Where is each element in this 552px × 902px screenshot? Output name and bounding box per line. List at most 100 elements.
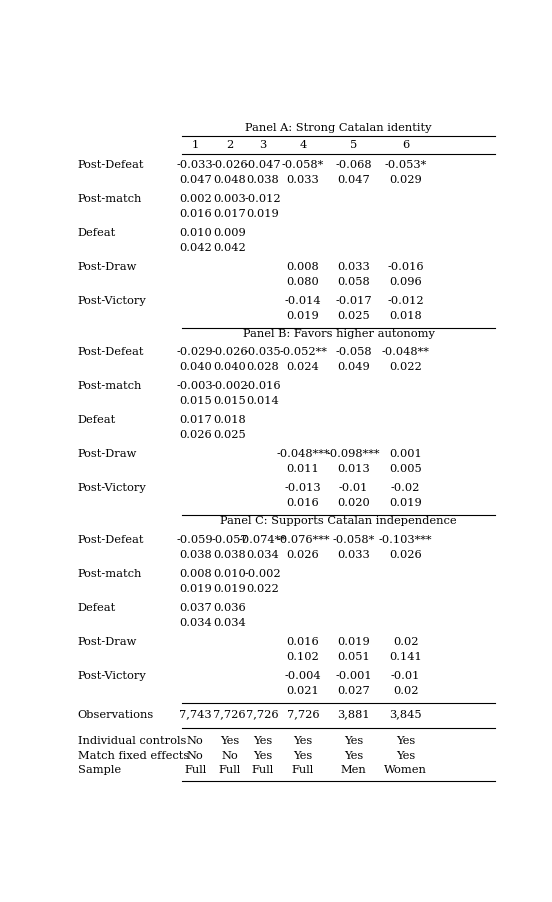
Text: Panel B: Favors higher autonomy: Panel B: Favors higher autonomy <box>242 329 434 339</box>
Text: No: No <box>221 750 238 760</box>
Text: -0.076***: -0.076*** <box>276 535 330 545</box>
Text: Panel A: Strong Catalan identity: Panel A: Strong Catalan identity <box>245 124 432 133</box>
Text: 0.048: 0.048 <box>213 175 246 185</box>
Text: 0.020: 0.020 <box>337 498 370 508</box>
Text: Yes: Yes <box>220 736 239 746</box>
Text: 0.009: 0.009 <box>213 227 246 238</box>
Text: 0.038: 0.038 <box>179 549 211 559</box>
Text: Yes: Yes <box>344 750 363 760</box>
Text: 0.015: 0.015 <box>179 396 211 406</box>
Text: Panel C: Supports Catalan independence: Panel C: Supports Catalan independence <box>220 517 457 527</box>
Text: -0.01: -0.01 <box>339 483 368 493</box>
Text: -0.002: -0.002 <box>244 569 280 579</box>
Text: Individual controls: Individual controls <box>77 736 186 746</box>
Text: -0.004: -0.004 <box>285 671 321 681</box>
Text: Yes: Yes <box>396 736 415 746</box>
Text: -0.058*: -0.058* <box>332 535 375 545</box>
Text: Post-Victory: Post-Victory <box>77 296 146 306</box>
Text: -0.002: -0.002 <box>211 382 248 391</box>
Text: 0.034: 0.034 <box>246 549 279 559</box>
Text: Yes: Yes <box>253 750 272 760</box>
Text: Full: Full <box>218 765 241 775</box>
Text: 0.037: 0.037 <box>179 603 211 612</box>
Text: Post-Draw: Post-Draw <box>77 262 137 272</box>
Text: 0.034: 0.034 <box>179 618 211 628</box>
Text: 4: 4 <box>299 140 306 150</box>
Text: -0.068: -0.068 <box>335 160 372 170</box>
Text: Defeat: Defeat <box>77 415 116 425</box>
Text: -0.029: -0.029 <box>177 347 214 357</box>
Text: 7,726: 7,726 <box>213 710 246 720</box>
Text: -0.059: -0.059 <box>177 535 214 545</box>
Text: 0.02: 0.02 <box>393 686 418 695</box>
Text: 0.028: 0.028 <box>246 362 279 373</box>
Text: -0.017: -0.017 <box>335 296 372 306</box>
Text: 0.02: 0.02 <box>393 637 418 647</box>
Text: 0.029: 0.029 <box>389 175 422 185</box>
Text: 6: 6 <box>402 140 409 150</box>
Text: Post-Defeat: Post-Defeat <box>77 347 144 357</box>
Text: 0.016: 0.016 <box>179 208 211 218</box>
Text: 0.049: 0.049 <box>337 362 370 373</box>
Text: 0.019: 0.019 <box>286 310 320 321</box>
Text: -0.01: -0.01 <box>391 671 421 681</box>
Text: Yes: Yes <box>293 750 312 760</box>
Text: 1: 1 <box>192 140 199 150</box>
Text: 0.005: 0.005 <box>389 465 422 474</box>
Text: 0.018: 0.018 <box>389 310 422 321</box>
Text: 0.026: 0.026 <box>286 549 320 559</box>
Text: Post-match: Post-match <box>77 569 142 579</box>
Text: -0.026: -0.026 <box>211 347 248 357</box>
Text: 0.040: 0.040 <box>179 362 211 373</box>
Text: Defeat: Defeat <box>77 603 116 612</box>
Text: 0.016: 0.016 <box>286 498 320 508</box>
Text: -0.098***: -0.098*** <box>327 449 380 459</box>
Text: 0.102: 0.102 <box>286 652 320 662</box>
Text: Yes: Yes <box>344 736 363 746</box>
Text: No: No <box>187 736 204 746</box>
Text: 0.021: 0.021 <box>286 686 320 695</box>
Text: 0.018: 0.018 <box>213 415 246 425</box>
Text: 0.013: 0.013 <box>337 465 370 474</box>
Text: Yes: Yes <box>293 736 312 746</box>
Text: 0.022: 0.022 <box>389 362 422 373</box>
Text: 0.038: 0.038 <box>213 549 246 559</box>
Text: -0.053*: -0.053* <box>385 160 427 170</box>
Text: -0.074**: -0.074** <box>238 535 286 545</box>
Text: -0.016: -0.016 <box>244 382 280 391</box>
Text: -0.026: -0.026 <box>211 160 248 170</box>
Text: 0.003: 0.003 <box>213 194 246 204</box>
Text: Post-Defeat: Post-Defeat <box>77 160 144 170</box>
Text: -0.057: -0.057 <box>211 535 248 545</box>
Text: Post-Victory: Post-Victory <box>77 671 146 681</box>
Text: Sample: Sample <box>77 765 121 775</box>
Text: -0.058: -0.058 <box>335 347 372 357</box>
Text: 3,881: 3,881 <box>337 710 370 720</box>
Text: 0.047: 0.047 <box>179 175 211 185</box>
Text: 2: 2 <box>226 140 233 150</box>
Text: -0.052**: -0.052** <box>279 347 327 357</box>
Text: 7,743: 7,743 <box>179 710 211 720</box>
Text: 0.010: 0.010 <box>179 227 211 238</box>
Text: -0.02: -0.02 <box>391 483 421 493</box>
Text: Observations: Observations <box>77 710 154 720</box>
Text: No: No <box>187 750 204 760</box>
Text: -0.003: -0.003 <box>177 382 214 391</box>
Text: 3: 3 <box>259 140 266 150</box>
Text: Full: Full <box>184 765 206 775</box>
Text: Yes: Yes <box>253 736 272 746</box>
Text: Yes: Yes <box>396 750 415 760</box>
Text: 0.014: 0.014 <box>246 396 279 406</box>
Text: 0.026: 0.026 <box>179 430 211 440</box>
Text: -0.012: -0.012 <box>244 194 280 204</box>
Text: Match fixed effects: Match fixed effects <box>77 750 189 760</box>
Text: Post-Defeat: Post-Defeat <box>77 535 144 545</box>
Text: 0.033: 0.033 <box>337 262 370 272</box>
Text: 0.025: 0.025 <box>337 310 370 321</box>
Text: 0.024: 0.024 <box>286 362 320 373</box>
Text: 0.033: 0.033 <box>286 175 320 185</box>
Text: -0.047: -0.047 <box>244 160 280 170</box>
Text: 5: 5 <box>350 140 357 150</box>
Text: -0.013: -0.013 <box>285 483 321 493</box>
Text: Post-Draw: Post-Draw <box>77 449 137 459</box>
